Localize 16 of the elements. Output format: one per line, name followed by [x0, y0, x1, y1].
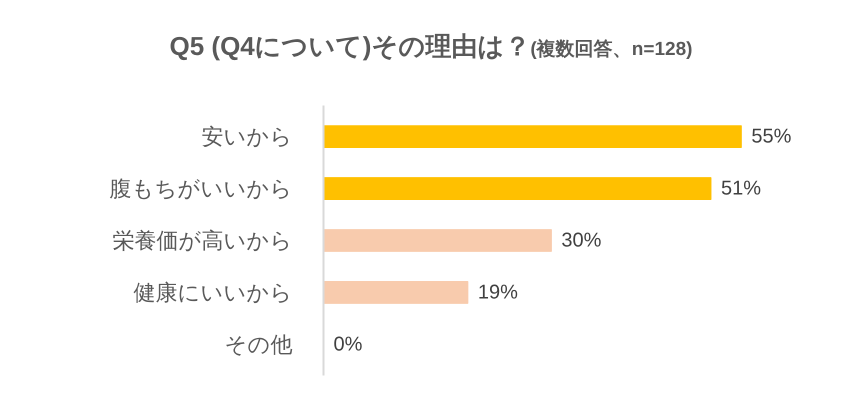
y-tick-label: 健康にいいから [134, 280, 292, 305]
chart-title: Q5 (Q4について)その理由は？ [170, 31, 530, 61]
data-label: 30% [561, 230, 602, 252]
chart-subtitle: (複数回答、n=128) [530, 39, 692, 60]
bar [324, 229, 552, 252]
data-label: 55% [751, 126, 792, 148]
data-label: 0% [334, 333, 363, 356]
data-label: 19% [478, 281, 518, 304]
bar [324, 281, 468, 304]
data-label: 51% [720, 178, 762, 200]
bar [324, 125, 742, 148]
y-tick-label: その他 [224, 332, 292, 357]
y-tick-label: 腹もちがいいから [110, 176, 292, 202]
y-tick-label: 安いから [202, 124, 292, 150]
bar [324, 177, 712, 200]
y-tick-label: 栄養価が高いから [112, 228, 292, 253]
